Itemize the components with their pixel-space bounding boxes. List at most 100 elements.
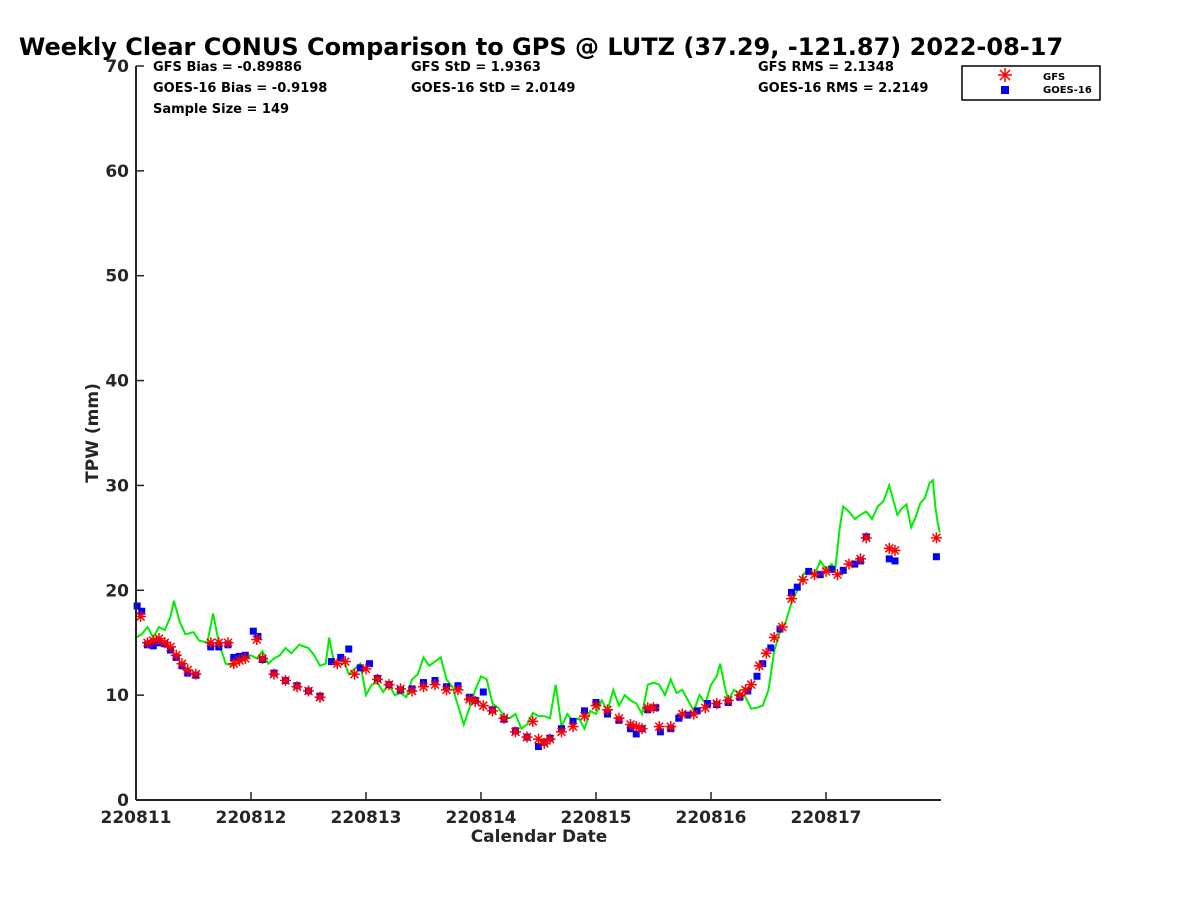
goes-point — [805, 567, 813, 575]
gfs-point — [820, 565, 832, 577]
gfs-point — [590, 700, 602, 712]
gfs-point — [556, 726, 567, 738]
goes-point — [535, 743, 542, 751]
axes: 0 10 20 30 40 50 60 70 220811 220812 220813 220814 2… — [101, 57, 941, 828]
legend-label-goes: GOES-16 — [1043, 85, 1092, 96]
x-tick-label: 220813 — [331, 808, 402, 828]
chart-title: Weekly Clear CONUS Comparison to GPS @ L… — [19, 33, 1063, 61]
stats-panel: GFS Bias = -0.89886 GOES-16 Bias = -0.91… — [153, 60, 928, 117]
gfs-point — [251, 634, 263, 646]
gfs-point — [832, 569, 843, 581]
goes-point — [254, 632, 262, 640]
gfs-point — [213, 637, 225, 649]
series-layer — [133, 478, 942, 751]
goes-point — [839, 566, 847, 574]
gfs-point — [760, 647, 772, 659]
gfs-point — [676, 708, 688, 720]
gfs-point — [889, 544, 901, 556]
y-tick-label: 20 — [105, 581, 129, 601]
gfs-point — [768, 631, 780, 643]
goes-point — [767, 644, 775, 652]
gfs-point — [360, 663, 372, 675]
x-tick-label: 220811 — [101, 808, 172, 828]
goes-point — [744, 687, 752, 695]
goes-point — [684, 711, 692, 719]
gfs-point — [544, 733, 556, 745]
gfs-point — [711, 698, 723, 710]
gfs-point — [699, 702, 711, 714]
gfs-point — [222, 637, 234, 649]
goes-point — [356, 664, 364, 672]
goes-point — [891, 557, 899, 565]
x-axis-label: Calendar Date — [471, 827, 608, 847]
gfs-point — [538, 737, 550, 749]
stat-goes-std: GOES-16 StD = 2.0149 — [411, 81, 575, 96]
goes-point — [851, 560, 859, 568]
goes-point — [337, 653, 345, 661]
goes-point — [632, 730, 640, 738]
gps-series-line — [135, 478, 941, 732]
legend-gfs-asterisk-icon — [998, 68, 1012, 82]
y-axis-label: TPW (mm) — [83, 383, 103, 483]
goes-point — [479, 688, 487, 696]
gfs-point — [753, 660, 765, 672]
gfs-point — [722, 694, 734, 706]
gfs-point — [860, 532, 872, 544]
y-tick-label: 50 — [105, 267, 129, 287]
x-tick-label: 220816 — [676, 808, 747, 828]
gfs-point — [314, 691, 326, 703]
goes-point — [759, 660, 767, 668]
gfs-point — [372, 673, 383, 685]
gfs-point — [383, 679, 395, 691]
gfs-point — [533, 733, 544, 745]
stat-goes-bias: GOES-16 Bias = -0.9198 — [153, 81, 327, 96]
gfs-point — [602, 704, 613, 716]
gfs-point — [268, 668, 280, 680]
gfs-point — [165, 641, 176, 653]
goes-point — [365, 660, 373, 668]
gfs-point — [452, 684, 464, 696]
goes-point — [816, 571, 824, 579]
stat-gfs-rms: GFS RMS = 2.1348 — [758, 60, 894, 75]
gfs-point — [510, 726, 521, 738]
gfs-point — [843, 558, 855, 570]
gfs-point — [613, 712, 625, 724]
stat-sample-size: Sample Size = 149 — [153, 102, 289, 117]
goes-point — [656, 728, 664, 736]
goes-point — [932, 553, 940, 561]
x-tick-label: 220814 — [446, 808, 517, 828]
stat-goes-rms: GOES-16 RMS = 2.2149 — [758, 81, 928, 96]
goes-point — [345, 645, 353, 653]
gfs-point — [567, 721, 579, 733]
gfs-point — [930, 532, 942, 544]
gfs-point — [205, 637, 217, 649]
goes-point — [885, 555, 893, 563]
y-tick-label: 0 — [117, 791, 129, 811]
gfs-point — [406, 685, 418, 697]
gfs-point — [688, 708, 700, 720]
legend-gfs-asterisk — [998, 68, 1012, 82]
goes-point — [328, 658, 335, 666]
gfs-point — [855, 553, 866, 565]
gfs-point — [349, 668, 360, 680]
goes-point — [704, 700, 712, 708]
stat-gfs-std: GFS StD = 1.9363 — [411, 60, 541, 75]
gfs-point — [418, 681, 429, 693]
gfs-point — [469, 695, 481, 707]
gfs-point — [153, 633, 165, 645]
gfs-point — [477, 700, 489, 712]
gfs-point — [159, 637, 171, 649]
y-tick-label: 30 — [105, 476, 129, 496]
gfs-point — [280, 674, 291, 686]
gfs-point — [257, 652, 268, 664]
gfs-point — [291, 681, 303, 693]
gfs-point — [441, 684, 452, 696]
y-tick-label: 10 — [105, 686, 129, 706]
x-tick-label: 220815 — [561, 808, 632, 828]
gfs-point — [487, 705, 498, 717]
gfs-point — [579, 710, 590, 722]
gfs-point — [239, 652, 251, 664]
gfs-point — [527, 715, 539, 727]
legend-label-gfs: GFS — [1043, 72, 1065, 83]
stat-gfs-bias: GFS Bias = -0.89886 — [153, 60, 302, 75]
